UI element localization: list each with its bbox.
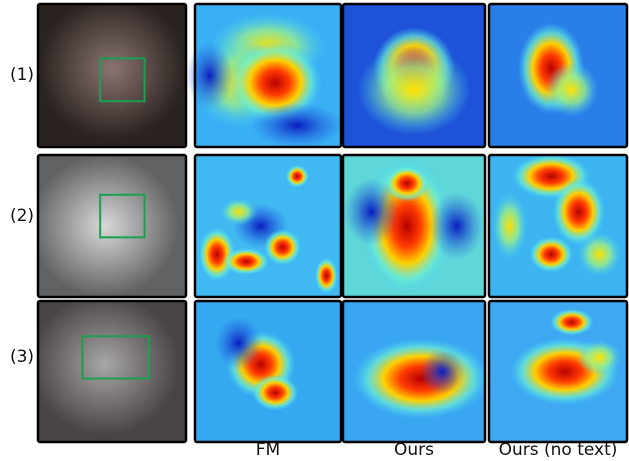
photo <box>38 155 186 297</box>
row-label: (1) <box>10 65 34 85</box>
heat-spot <box>492 192 527 260</box>
heat-spot <box>264 229 301 265</box>
heat-spot <box>186 41 233 110</box>
heat-spot <box>577 232 621 277</box>
heat-spot <box>250 103 343 149</box>
heat-spot <box>550 309 594 336</box>
heat-spot <box>315 258 338 294</box>
photo <box>38 4 186 147</box>
heat-spot <box>577 339 621 375</box>
row-label: (2) <box>10 206 34 226</box>
photo <box>38 301 186 442</box>
figure: (1) (2) (3) FM Ours Ours (no text) <box>0 0 629 461</box>
heat-spot <box>220 198 257 225</box>
heat-spot <box>252 375 299 411</box>
heat-spot <box>344 178 399 246</box>
heat-spot <box>420 349 465 394</box>
heat-spot <box>286 165 309 188</box>
row-label: (3) <box>10 347 34 367</box>
heat-spot <box>545 62 598 117</box>
heat-spot <box>215 316 262 370</box>
heat-spot <box>529 236 573 272</box>
heat-spot <box>357 44 471 136</box>
heat-spot <box>429 192 484 260</box>
heat-spot <box>223 248 270 275</box>
